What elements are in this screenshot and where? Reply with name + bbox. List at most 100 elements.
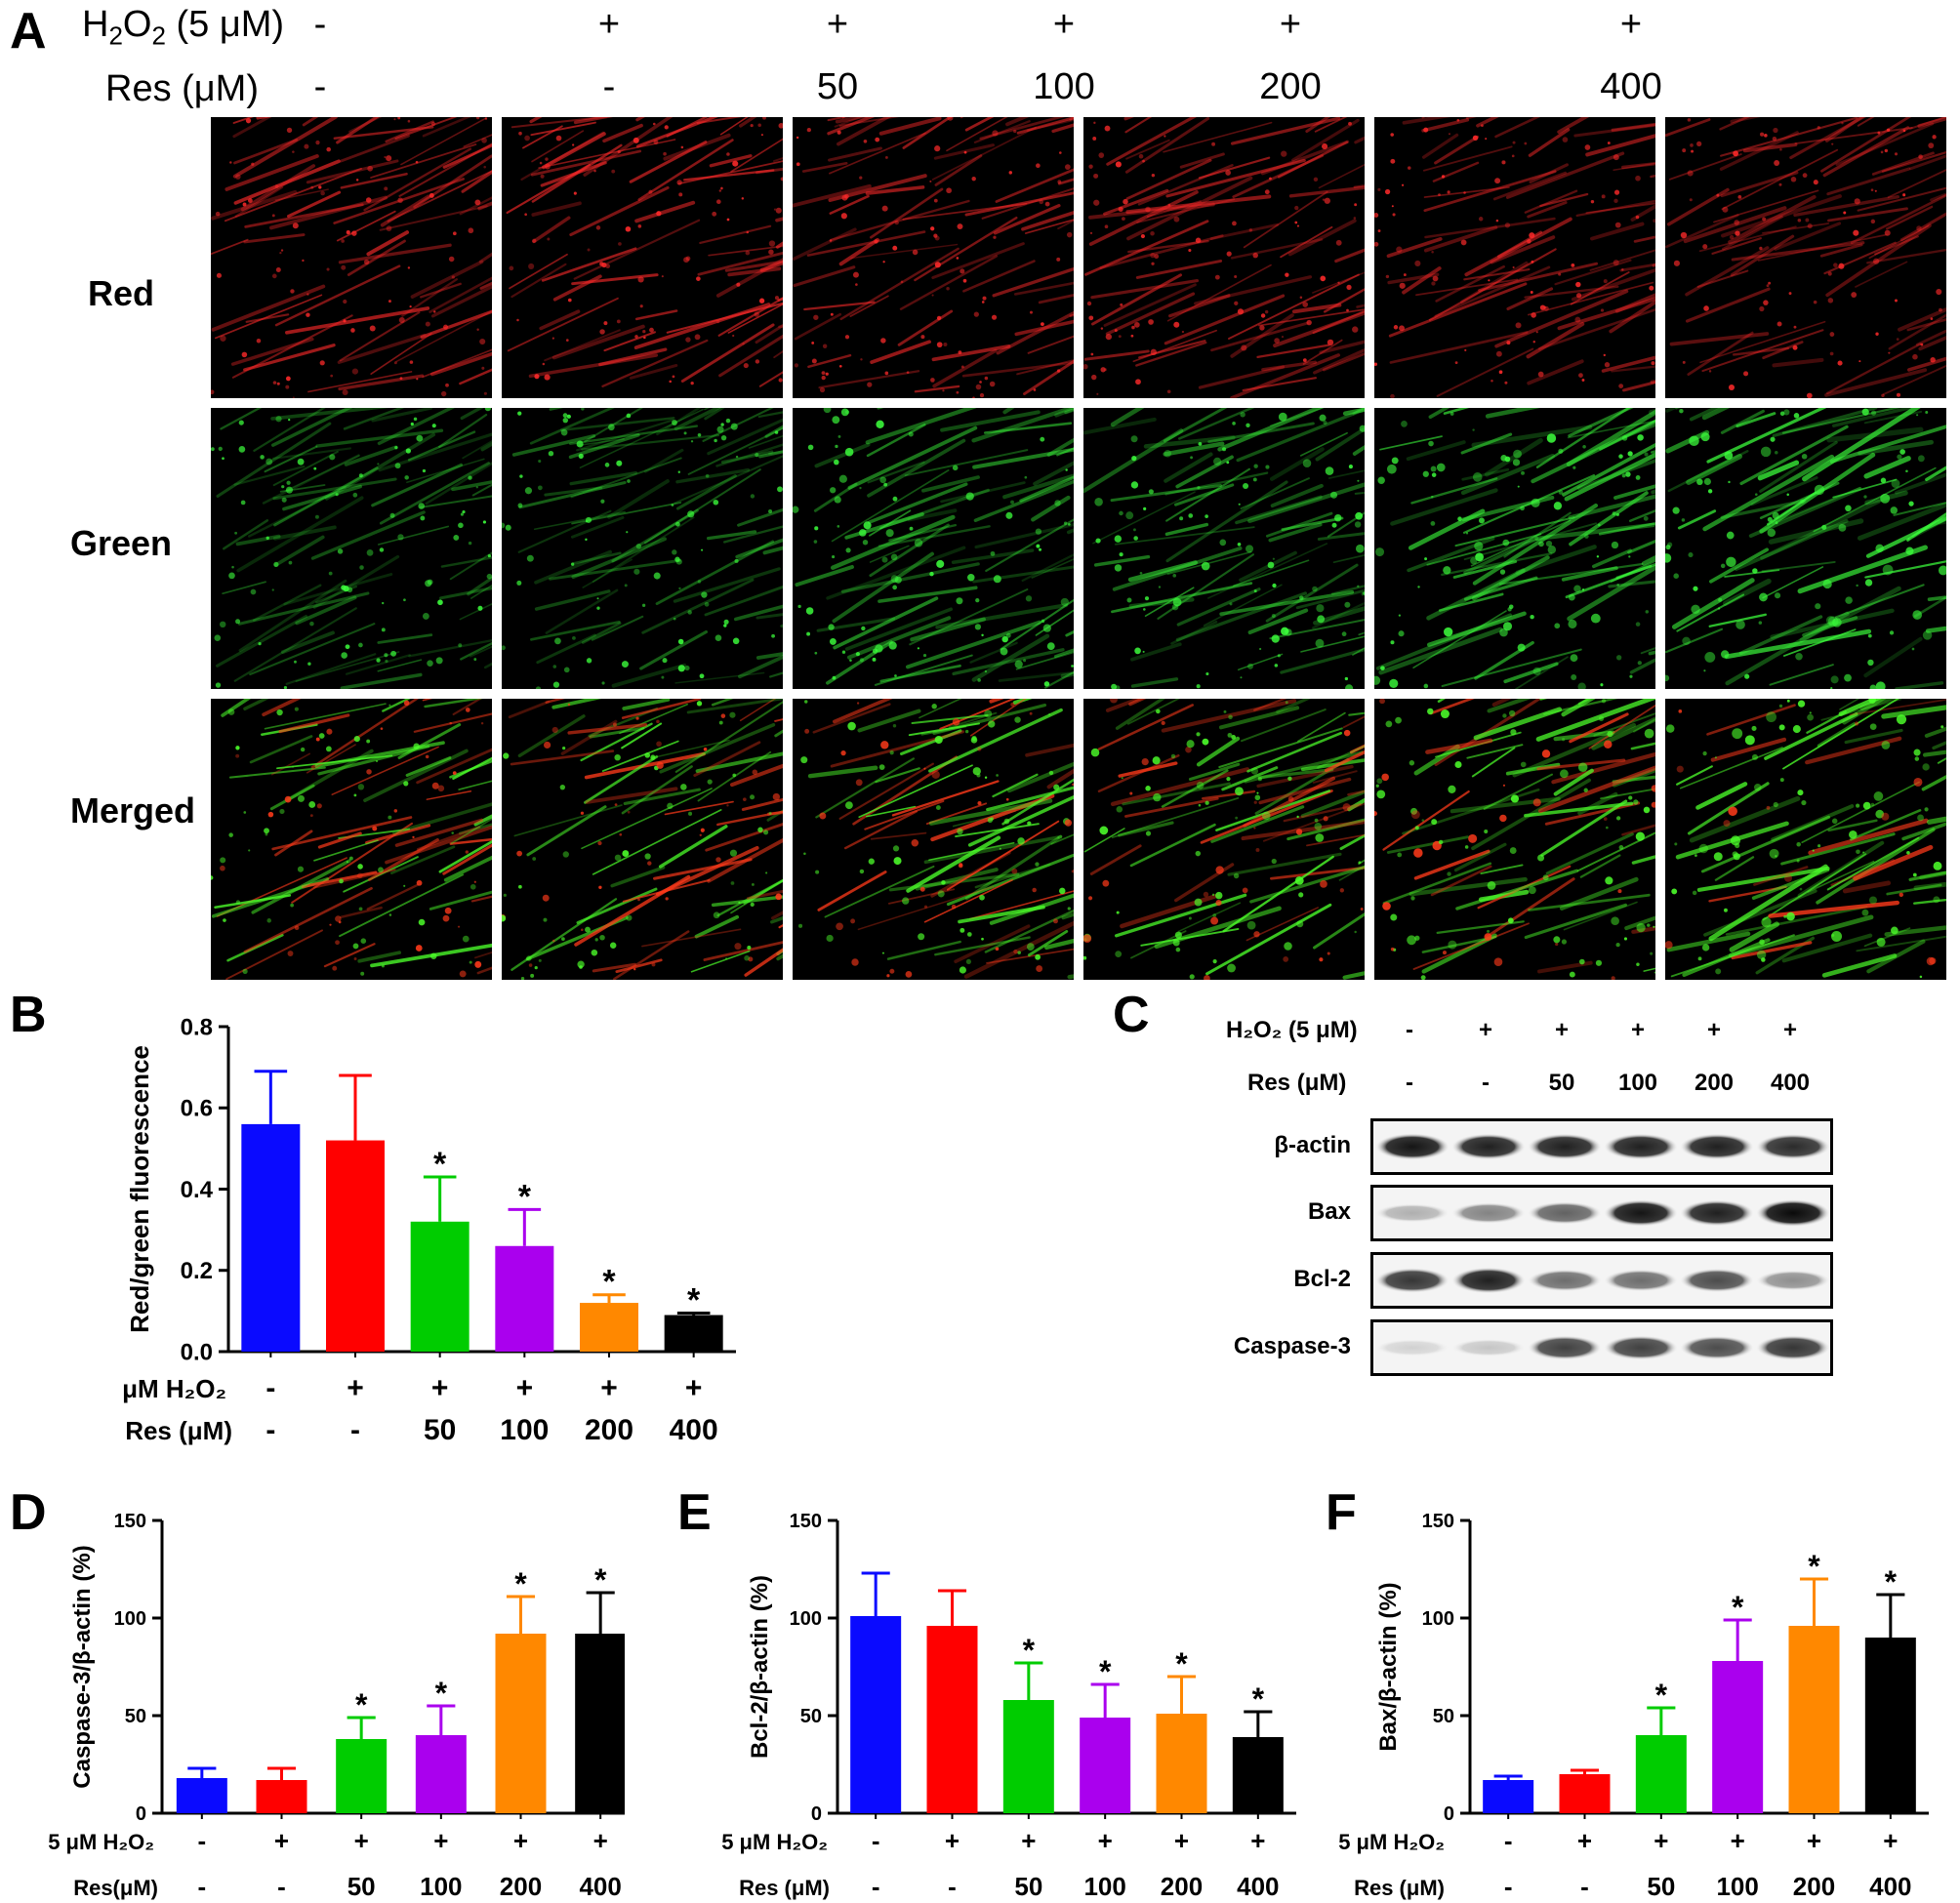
- fiber-strand: [340, 672, 423, 689]
- fluorescent-spot: [1057, 835, 1060, 839]
- fiber-strand: [1198, 365, 1286, 389]
- fluorescent-spot: [1448, 785, 1456, 793]
- fiber-strand: [1687, 782, 1770, 835]
- fiber-strand: [559, 417, 675, 432]
- fluorescent-spot: [604, 463, 610, 467]
- fiber-strand: [1689, 408, 1720, 422]
- fiber-strand: [1124, 796, 1219, 818]
- fluorescent-spot: [616, 460, 623, 466]
- fiber-strand: [1413, 744, 1460, 776]
- fluorescent-spot: [859, 176, 863, 180]
- fiber-strand: [1125, 194, 1272, 215]
- fluorescent-spot: [220, 865, 225, 871]
- fluorescent-spot: [1829, 332, 1835, 337]
- fluorescent-spot: [1827, 616, 1839, 628]
- fiber-strand: [1827, 207, 1908, 223]
- y-tick-label: 0.8: [181, 1014, 213, 1040]
- fluorescent-spot: [1345, 684, 1354, 689]
- fluorescent-spot: [1142, 650, 1145, 653]
- fluorescent-spot: [440, 390, 447, 397]
- fiber-strand: [1687, 331, 1754, 377]
- fluorescent-spot: [616, 319, 621, 324]
- fiber-strand: [1024, 219, 1074, 234]
- fluorescent-spot: [503, 893, 507, 897]
- fiber-strand: [1257, 768, 1334, 780]
- fluorescent-spot: [1635, 215, 1640, 220]
- fluorescent-spot: [1316, 604, 1325, 613]
- fluorescent-spot: [880, 741, 889, 749]
- fluorescent-spot: [859, 486, 862, 490]
- fiber-strand: [1118, 821, 1174, 837]
- fluorescent-spot: [1543, 305, 1547, 309]
- fiber-strand: [777, 297, 783, 303]
- fluorescent-spot: [1374, 811, 1377, 817]
- fluorescent-spot: [970, 737, 978, 744]
- h2o2-mark: +: [347, 1372, 364, 1404]
- fiber-strand: [1797, 545, 1928, 594]
- fluorescent-spot: [1438, 193, 1441, 197]
- fluorescent-spot: [684, 666, 690, 671]
- fluorescent-spot: [1470, 557, 1478, 565]
- fiber-strand: [727, 303, 783, 334]
- fluorescent-spot: [1770, 436, 1776, 442]
- fiber-strand: [1725, 611, 1850, 686]
- bar: [1559, 1774, 1611, 1813]
- micrograph-green-1: [211, 408, 492, 689]
- fluorescent-spot: [1346, 308, 1349, 312]
- fluorescent-spot: [1917, 455, 1925, 463]
- fluorescent-spot: [1170, 753, 1176, 759]
- fiber-strand: [377, 633, 433, 644]
- fiber-strand: [674, 671, 765, 684]
- fiber-strand: [1286, 818, 1365, 841]
- res-row-label: Res (μM): [739, 1876, 830, 1900]
- fiber-strand: [1676, 593, 1745, 632]
- fluorescent-spot: [977, 747, 982, 751]
- fiber-strand: [1083, 220, 1209, 276]
- fluorescent-spot: [1831, 933, 1835, 937]
- bar: [415, 1735, 467, 1813]
- fiber-strand: [1143, 435, 1236, 449]
- fluorescent-spot: [572, 143, 575, 146]
- fluorescent-spot: [483, 165, 486, 169]
- fiber-strand: [339, 311, 421, 362]
- fiber-strand: [899, 255, 999, 310]
- fiber-strand: [397, 723, 462, 759]
- fiber-strand: [1438, 592, 1504, 612]
- fiber-strand: [439, 587, 492, 600]
- fluorescent-spot: [1057, 180, 1062, 184]
- micrograph-merged-1: [211, 699, 492, 980]
- fluorescent-spot: [1504, 381, 1508, 385]
- fiber-strand: [1529, 163, 1570, 184]
- fiber-strand: [904, 449, 1029, 477]
- fluorescent-spot: [250, 588, 257, 595]
- fiber-strand: [1710, 737, 1787, 762]
- fluorescent-spot: [1035, 862, 1040, 867]
- fluorescent-spot: [1173, 321, 1180, 328]
- fluorescent-spot: [1423, 683, 1429, 689]
- fiber-strand: [1242, 377, 1318, 391]
- fluorescent-spot: [528, 963, 533, 967]
- fiber-strand: [769, 671, 783, 678]
- fiber-strand: [1539, 192, 1589, 208]
- fiber-strand: [429, 351, 492, 377]
- fluorescent-spot: [614, 854, 622, 862]
- fluorescent-spot: [988, 720, 996, 728]
- fluorescent-spot: [1133, 322, 1140, 328]
- fiber-strand: [401, 278, 458, 317]
- blot-band: [1375, 1203, 1450, 1223]
- fluorescent-spot: [1481, 124, 1484, 128]
- fluorescent-spot: [1065, 468, 1068, 471]
- fluorescent-spot: [1817, 844, 1821, 848]
- fluorescent-spot: [967, 573, 975, 582]
- fiber-strand: [526, 805, 607, 857]
- fluorescent-spot: [1814, 484, 1825, 496]
- fluorescent-spot: [386, 225, 392, 232]
- fiber-strand: [1165, 480, 1288, 563]
- fiber-strand: [1230, 313, 1294, 358]
- fiber-strand: [1750, 476, 1818, 506]
- bar: [326, 1140, 385, 1352]
- fluorescent-spot: [885, 529, 894, 538]
- fluorescent-spot: [972, 396, 975, 398]
- fluorescent-spot: [1862, 851, 1865, 854]
- fluorescent-spot: [1590, 199, 1595, 204]
